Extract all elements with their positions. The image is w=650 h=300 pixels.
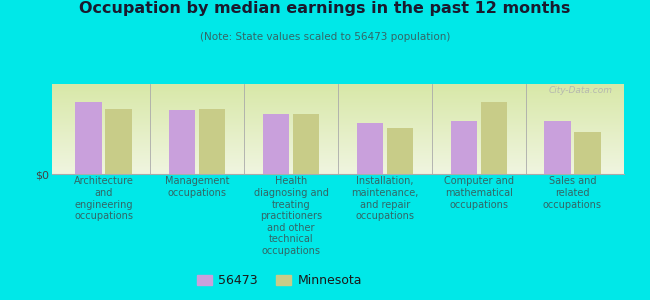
Bar: [544, 121, 571, 174]
Bar: [199, 109, 226, 174]
Bar: [387, 128, 413, 174]
Text: Health
diagnosing and
treating
practitioners
and other
technical
occupations: Health diagnosing and treating practitio…: [254, 176, 328, 256]
Text: Architecture
and
engineering
occupations: Architecture and engineering occupations: [73, 176, 133, 221]
Legend: 56473, Minnesota: 56473, Minnesota: [192, 269, 367, 292]
Bar: [450, 121, 477, 174]
Bar: [263, 114, 289, 174]
Text: City-Data.com: City-Data.com: [549, 86, 612, 95]
Bar: [105, 109, 132, 174]
Text: Sales and
related
occupations: Sales and related occupations: [543, 176, 602, 210]
Bar: [75, 102, 101, 174]
Bar: [480, 102, 507, 174]
Bar: [169, 110, 196, 174]
Text: (Note: State values scaled to 56473 population): (Note: State values scaled to 56473 popu…: [200, 32, 450, 41]
Bar: [575, 132, 601, 174]
Bar: [357, 123, 383, 174]
Text: Computer and
mathematical
occupations: Computer and mathematical occupations: [444, 176, 514, 210]
Bar: [293, 114, 319, 174]
Text: Management
occupations: Management occupations: [165, 176, 229, 198]
Text: Installation,
maintenance,
and repair
occupations: Installation, maintenance, and repair oc…: [351, 176, 419, 221]
Text: Occupation by median earnings in the past 12 months: Occupation by median earnings in the pas…: [79, 2, 571, 16]
